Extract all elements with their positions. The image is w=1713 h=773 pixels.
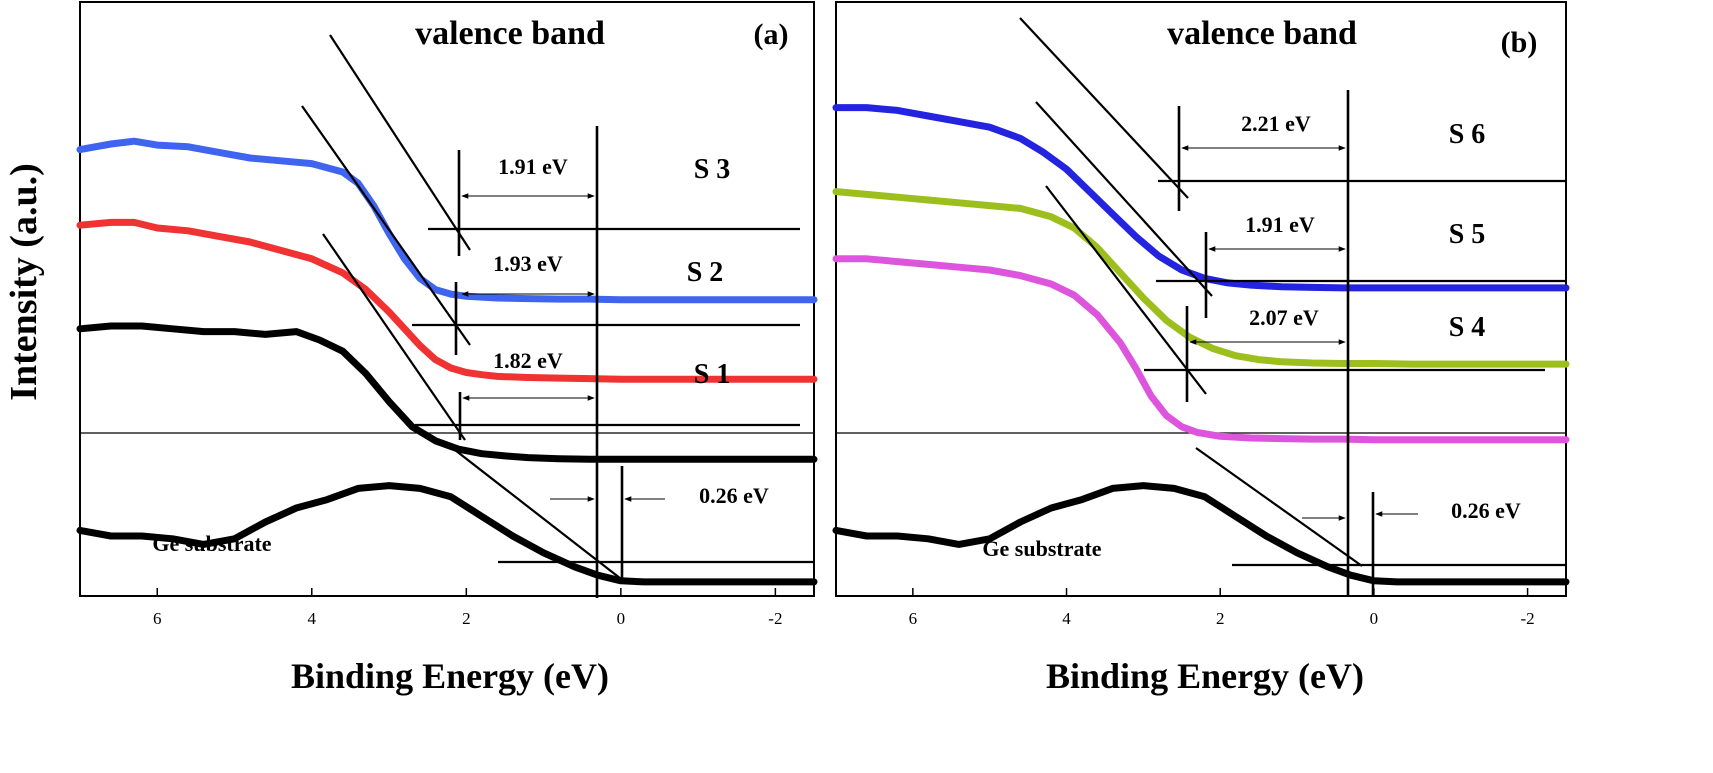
panel-b-x-tick-label: 6 xyxy=(909,609,918,628)
panel-b-x-label: Binding Energy (eV) xyxy=(1046,656,1364,696)
panel-b-title: valence band xyxy=(1167,15,1357,52)
panel-a-label-s2: S 2 xyxy=(687,257,724,288)
panel-a-gap-s1: 1.82 eV xyxy=(493,348,563,373)
panel-b-x-ticks: 6 4 2 0 -2 xyxy=(909,588,1535,628)
panel-a-s3-tangent xyxy=(329,34,471,251)
panel-a-s2-tangent xyxy=(301,105,471,346)
panel-a-curve-s-2 xyxy=(76,218,818,383)
panel-b-curve-ge-substrate xyxy=(832,482,1570,586)
y-axis-label: Intensity (a.u.) xyxy=(3,163,45,401)
panel-b-construction xyxy=(1019,17,1565,596)
panel-a-letter: (a) xyxy=(754,18,789,51)
panel-b-gap-s6: 2.21 eV xyxy=(1241,111,1311,136)
panel-a-x-tick-label: 2 xyxy=(462,609,471,628)
panel-b-label-ge: Ge substrate xyxy=(982,536,1101,561)
panel-a-curve-s-1 xyxy=(76,322,818,463)
panel-b-label-s4: S 4 xyxy=(1449,312,1486,343)
panel-a-curve-s-3 xyxy=(76,137,818,304)
panel-b-s6-tangent xyxy=(1019,17,1189,199)
panel-b-label-s5: S 5 xyxy=(1449,219,1486,250)
panel-a-curve-ge-substrate xyxy=(76,482,818,586)
panel-b-curves xyxy=(832,104,1570,586)
panel-b-x-tick-label: -2 xyxy=(1520,609,1534,628)
panel-b-s4-tangent xyxy=(1045,185,1207,395)
panel-a-label-s3: S 3 xyxy=(694,154,731,185)
panel-a-label-ge: Ge substrate xyxy=(152,531,271,556)
panel-b-gap-s4: 2.07 eV xyxy=(1249,305,1319,330)
panel-b-frame xyxy=(835,1,1567,597)
panel-b-x-tick-label: 0 xyxy=(1370,609,1379,628)
panel-a-x-tick-label: -2 xyxy=(768,609,782,628)
panel-b-ge-tangent xyxy=(1195,447,1363,567)
panel-a-x-label: Binding Energy (eV) xyxy=(291,656,609,696)
panel-a-gap-s2: 1.93 eV xyxy=(493,251,563,276)
panel-b: valence band (b) 6 4 2 0 -2 2.21 eV 1.91 eV xyxy=(832,1,1570,696)
panel-a-curves xyxy=(76,137,818,586)
panel-b-curve-s-5 xyxy=(832,188,1570,368)
panel-b-curve-s-4 xyxy=(832,255,1570,444)
panel-a-gap-s3: 1.91 eV xyxy=(498,154,568,179)
panel-a-title: valence band xyxy=(415,15,605,52)
panel-a-x-ticks: 6 4 2 0 -2 xyxy=(153,588,782,628)
panel-a-s1-tangent xyxy=(322,233,466,441)
panel-a-x-tick-label: 4 xyxy=(308,609,317,628)
panel-b-letter: (b) xyxy=(1501,26,1538,59)
panel-a-label-s1: S 1 xyxy=(694,359,731,390)
panel-b-x-tick-label: 4 xyxy=(1062,609,1071,628)
panel-b-label-s6: S 6 xyxy=(1449,119,1486,150)
panel-b-gap-ge: 0.26 eV xyxy=(1451,498,1521,523)
panel-a-construction xyxy=(301,34,815,598)
panel-b-curve-s-6 xyxy=(832,104,1570,292)
panel-a-gap-ge: 0.26 eV xyxy=(699,483,769,508)
panel-a: valence band (a) 6 4 2 0 -2 xyxy=(76,1,818,696)
panel-a-x-tick-label: 0 xyxy=(617,609,626,628)
panel-b-x-tick-label: 2 xyxy=(1216,609,1225,628)
panel-b-gap-s5: 1.91 eV xyxy=(1245,212,1315,237)
panel-b-s5-tangent xyxy=(1035,101,1213,297)
panel-a-x-tick-label: 6 xyxy=(153,609,162,628)
